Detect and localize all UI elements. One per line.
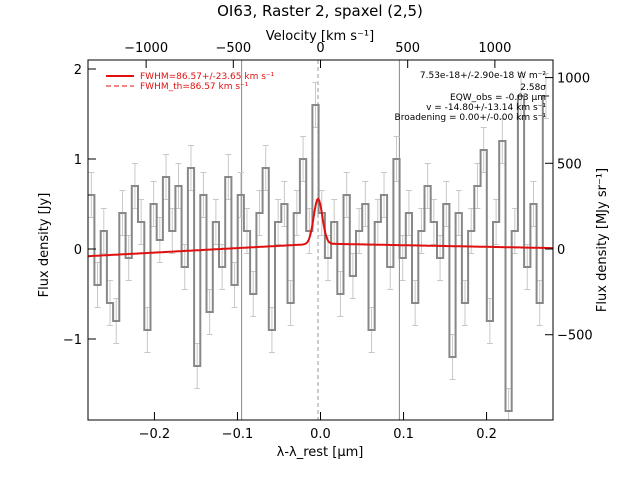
fit-line bbox=[87, 197, 553, 258]
annotation-sigma: 2.58σ bbox=[520, 83, 546, 93]
right-axis-label: Flux density [MJy sr⁻¹] bbox=[595, 168, 610, 312]
top-tick-label: 1000 bbox=[478, 41, 511, 56]
fit-annotations: 7.53e-18+/-2.90e-18 W m⁻² 2.58σ EQW_obs … bbox=[395, 71, 547, 123]
y-axis-label: Flux density [Jy] bbox=[37, 193, 52, 298]
annotation-velocity: v = -14.80+/-13.14 km s⁻¹ bbox=[426, 103, 546, 113]
annotation-flux: 7.53e-18+/-2.90e-18 W m⁻² bbox=[420, 71, 547, 81]
x-tick-label: 0.1 bbox=[393, 427, 414, 442]
x-axis-label: λ-λ_rest [μm] bbox=[277, 445, 364, 460]
y-tick-label: 1 bbox=[74, 153, 82, 168]
legend-label-fwhm-th: FWHM_th=86.57 km s⁻¹ bbox=[140, 82, 249, 92]
right-tick-label: 1000 bbox=[557, 72, 590, 87]
right-tick-label: −500 bbox=[557, 329, 593, 344]
top-tick-label: 0 bbox=[316, 41, 324, 56]
top-tick-label: −1000 bbox=[124, 41, 168, 56]
spectrum-histogram bbox=[88, 95, 550, 412]
chart-title: OI63, Raster 2, spaxel (2,5) bbox=[217, 2, 423, 20]
y-tick-label: −1 bbox=[63, 333, 82, 348]
legend: FWHM=86.57+/-23.65 km s⁻¹ FWHM_th=86.57 … bbox=[106, 72, 275, 92]
top-tick-label: 500 bbox=[395, 41, 420, 56]
plot-marks bbox=[87, 60, 553, 421]
annotation-broadening: Broadening = 0.00+/-0.00 km s⁻¹ bbox=[395, 113, 547, 123]
y-tick-label: 2 bbox=[74, 63, 82, 78]
x-tick-label: −0.2 bbox=[139, 427, 171, 442]
top-tick-label: −500 bbox=[215, 41, 251, 56]
x-tick-label: 0.0 bbox=[310, 427, 331, 442]
x-tick-label: 0.2 bbox=[476, 427, 497, 442]
right-tick-label: 500 bbox=[557, 157, 582, 172]
legend-label-fwhm: FWHM=86.57+/-23.65 km s⁻¹ bbox=[140, 72, 275, 82]
x-tick-label: −0.1 bbox=[222, 427, 254, 442]
top-axis-label: Velocity [km s⁻¹] bbox=[266, 29, 374, 44]
annotation-eqw: EQW_obs = -0.03 μm bbox=[450, 93, 546, 103]
y-tick-label: 0 bbox=[74, 243, 82, 258]
right-tick-label: 0 bbox=[557, 243, 565, 258]
